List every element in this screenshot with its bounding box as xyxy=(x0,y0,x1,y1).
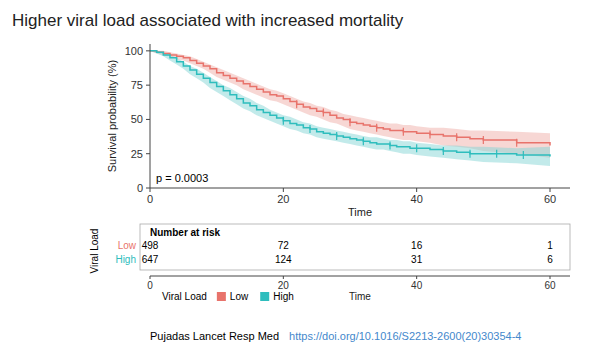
x-tick xyxy=(283,188,284,192)
censor-mark xyxy=(516,139,517,147)
censor-mark xyxy=(483,136,484,144)
legend-swatch xyxy=(260,292,269,301)
x-tick xyxy=(416,188,417,192)
risk-x-tick-label: 40 xyxy=(411,280,423,291)
risk-row-label: High xyxy=(115,254,136,265)
risk-count: 31 xyxy=(411,254,423,265)
y-tick-label: 50 xyxy=(131,113,143,125)
censor-mark xyxy=(429,131,430,139)
censor-mark xyxy=(469,150,470,158)
y-tick-label: 75 xyxy=(131,79,143,91)
legend-label: Low xyxy=(230,291,249,302)
risk-x-axis-label: Time xyxy=(349,291,371,302)
risk-x-tick-label: 20 xyxy=(278,280,290,291)
x-tick-label: 60 xyxy=(544,193,556,205)
risk-x-tick xyxy=(150,276,151,279)
y-tick xyxy=(146,85,150,86)
x-tick-label: 20 xyxy=(277,193,289,205)
y-tick xyxy=(146,119,150,120)
censor-mark xyxy=(416,144,417,152)
survival-line xyxy=(150,51,550,157)
censor-mark xyxy=(349,118,350,126)
risk-table-title: Number at risk xyxy=(150,227,220,238)
x-tick xyxy=(150,188,151,192)
y-axis-label: Survival probability (%) xyxy=(106,60,118,172)
risk-count: 16 xyxy=(411,240,423,251)
annotation: p = 0.0003 xyxy=(156,172,208,184)
risk-x-tick xyxy=(550,276,551,279)
censor-mark xyxy=(296,100,297,108)
censor-mark xyxy=(336,132,337,140)
censor-mark xyxy=(443,147,444,155)
risk-count: 72 xyxy=(278,240,290,251)
risk-x-axis xyxy=(150,276,570,277)
risk-count: 647 xyxy=(142,254,159,265)
censor-mark xyxy=(283,117,284,125)
risk-count: 124 xyxy=(275,254,292,265)
x-tick-label: 40 xyxy=(411,193,423,205)
title: Higher viral load associated with increa… xyxy=(12,11,404,30)
y-tick xyxy=(146,188,150,189)
legend-label: High xyxy=(273,291,294,302)
legend-title: Viral Load xyxy=(162,291,207,302)
risk-count: 6 xyxy=(547,254,553,265)
censor-mark xyxy=(323,109,324,117)
censor-mark xyxy=(389,141,390,149)
censor-mark xyxy=(376,124,377,132)
censor-mark xyxy=(456,133,457,141)
y-tick-label: 0 xyxy=(137,182,143,194)
censor-mark xyxy=(403,128,404,136)
y-tick xyxy=(146,50,150,51)
survival-line xyxy=(150,51,550,146)
censor-mark xyxy=(363,137,364,145)
risk-row-label: Low xyxy=(118,240,137,251)
footer: Pujadas Lancet Resp Med xyxy=(150,330,279,342)
risk-x-tick xyxy=(283,276,284,279)
x-axis xyxy=(150,188,570,189)
risk-x-tick xyxy=(416,276,417,279)
x-tick-label: 0 xyxy=(147,193,153,205)
risk-count: 498 xyxy=(142,240,159,251)
legend-swatch xyxy=(217,292,226,301)
censor-mark xyxy=(309,125,310,133)
confidence-band xyxy=(150,51,550,166)
y-tick-label: 100 xyxy=(125,45,143,57)
plot-area xyxy=(150,51,550,166)
censor-mark xyxy=(523,151,524,159)
risk-x-tick-label: 0 xyxy=(147,280,153,291)
y-tick-label: 25 xyxy=(131,148,143,160)
x-axis-label: Time xyxy=(348,206,372,218)
risk-x-tick-label: 60 xyxy=(544,280,556,291)
censor-mark xyxy=(496,150,497,158)
risk-count: 1 xyxy=(547,240,553,251)
footer-url: https://doi.org/10.1016/S2213-2600(20)30… xyxy=(289,330,521,342)
risk-group-label: Viral Load xyxy=(89,229,100,274)
x-tick xyxy=(550,188,551,192)
chart: Higher viral load associated with increa… xyxy=(0,0,598,348)
risk-table-box xyxy=(140,224,570,270)
y-axis xyxy=(150,44,151,188)
y-tick xyxy=(146,153,150,154)
